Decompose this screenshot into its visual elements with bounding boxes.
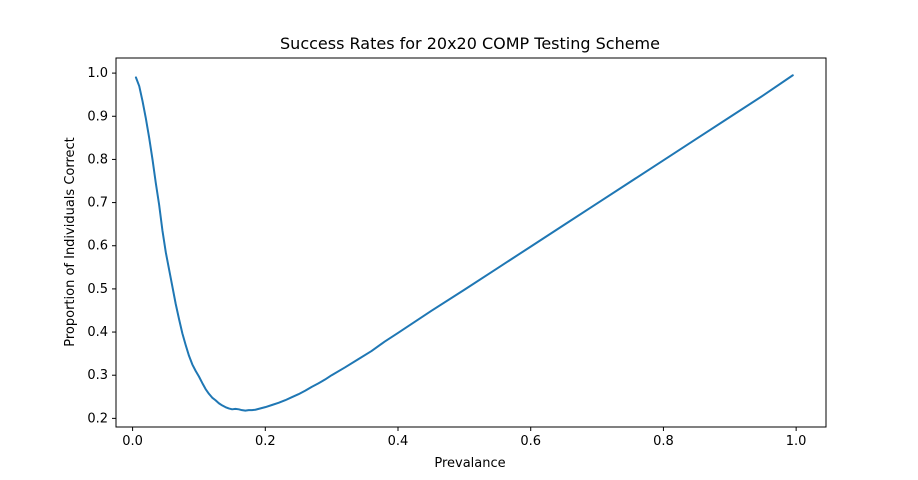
x-axis: 0.0 0.2 0.4 0.6 0.8 1.0 [122, 427, 806, 449]
y-tick-label: 0.6 [87, 239, 108, 254]
y-tick-label: 0.9 [87, 109, 108, 124]
y-tick-label: 0.7 [87, 196, 108, 211]
y-tick-label: 1.0 [87, 66, 108, 81]
x-tick-label: 0.4 [388, 434, 409, 449]
y-tick-label: 0.5 [87, 282, 108, 297]
x-axis-label: Prevalance [434, 456, 505, 471]
x-tick-label: 1.0 [786, 434, 807, 449]
y-tick-label: 0.3 [87, 368, 108, 383]
chart-title: Success Rates for 20x20 COMP Testing Sch… [280, 34, 660, 53]
x-tick-label: 0.6 [520, 434, 541, 449]
plot-frame [115, 57, 827, 428]
x-tick-label: 0.0 [122, 434, 143, 449]
y-tick-label: 0.2 [87, 411, 108, 426]
y-axis-label: Proportion of Individuals Correct [63, 137, 78, 347]
series-line [134, 74, 794, 412]
x-tick-label: 0.8 [653, 434, 674, 449]
y-tick-label: 0.8 [87, 152, 108, 167]
x-tick-label: 0.2 [255, 434, 276, 449]
y-tick-label: 0.4 [87, 325, 108, 340]
y-axis: 0.2 0.3 0.4 0.5 0.6 0.7 0.8 0.9 1.0 [87, 66, 116, 426]
